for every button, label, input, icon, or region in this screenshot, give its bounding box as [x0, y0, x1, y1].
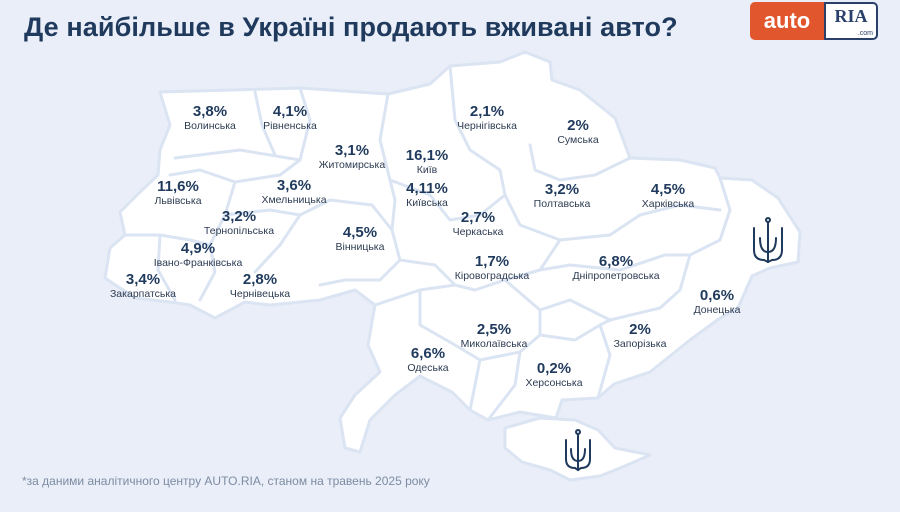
region-name: Житомирська — [318, 159, 386, 171]
region-label-kyivska: 4,11% Київська — [406, 181, 448, 209]
region-name: Кіровоградська — [454, 270, 530, 282]
region-label-ternopilska: 3,2% Тернопільська — [204, 209, 274, 237]
region-value: 3,8% — [192, 103, 228, 120]
region-value: 3,4% — [125, 271, 161, 288]
region-label-chernihivska: 2,1% Чернігівська — [457, 104, 517, 132]
region-label-kirovohradska: 1,7% Кіровоградська — [455, 254, 529, 282]
logo-auto-text: auto — [750, 2, 824, 40]
region-label-zhytomyrska: 3,1% Житомирська — [319, 143, 385, 171]
region-value: 3,2% — [544, 181, 580, 198]
region-value: 6,6% — [410, 345, 446, 362]
region-value: 1,7% — [474, 253, 510, 270]
region-label-lvivska: 11,6% Львівська — [154, 179, 201, 207]
region-label-khmelnytska: 3,6% Хмельницька — [261, 178, 326, 206]
region-value: 16,1% — [405, 147, 449, 164]
region-name: Полтавська — [533, 198, 591, 210]
logo-ria-badge: RIA .com — [824, 2, 878, 40]
region-name: Донецька — [693, 304, 741, 316]
region-value: 4,11% — [406, 180, 448, 197]
autoria-logo: auto RIA .com — [750, 2, 878, 42]
region-name: Вінницька — [335, 241, 385, 253]
region-name: Черкаська — [452, 226, 504, 238]
region-value: 3,1% — [334, 142, 370, 159]
region-name: Львівська — [154, 195, 202, 207]
region-name: Чернігівська — [457, 120, 517, 132]
region-name: Херсонська — [525, 377, 583, 389]
region-name: Чернівецька — [229, 288, 291, 300]
region-label-rivnenska: 4,1% Рівненська — [263, 104, 317, 132]
region-value: 11,6% — [157, 178, 199, 195]
region-name: Сумська — [557, 134, 599, 146]
region-name: Івано-Франківська — [153, 257, 243, 269]
region-label-kharkivska: 4,5% Харківська — [642, 182, 694, 210]
region-label-dnipropetrovska: 6,8% Дніпропетровська — [572, 254, 659, 282]
region-label-vinnytska: 4,5% Вінницька — [336, 225, 385, 253]
page-title: Де найбільше в Україні продають вживані … — [24, 12, 678, 42]
region-label-odeska: 6,6% Одеська — [407, 346, 448, 374]
region-label-mykolaivska: 2,5% Миколаївська — [461, 322, 528, 350]
region-label-zaporizka: 2% Запорізька — [614, 322, 667, 350]
region-name: Миколаївська — [460, 338, 528, 350]
region-label-chernivetska: 2,8% Чернівецька — [230, 272, 290, 300]
region-label-volynska: 3,8% Волинська — [184, 104, 236, 132]
region-name: Запорізька — [613, 338, 667, 350]
region-name: Харківська — [641, 198, 695, 210]
region-value: 0,6% — [699, 287, 735, 304]
region-label-kyiv: 16,1% Київ — [406, 148, 449, 176]
region-value: 3,2% — [221, 208, 257, 225]
map-outline — [103, 50, 802, 454]
trident-icon — [565, 429, 591, 472]
region-label-poltavska: 3,2% Полтавська — [534, 182, 591, 210]
region-value: 2,5% — [476, 321, 512, 338]
region-name: Волинська — [184, 120, 236, 132]
region-value: 6,8% — [598, 253, 634, 270]
region-value: 2% — [629, 321, 651, 338]
region-value: 4,5% — [650, 181, 686, 198]
region-label-sumska: 2% Сумська — [557, 118, 598, 146]
region-borders — [123, 64, 732, 422]
region-name: Тернопільська — [203, 225, 275, 237]
logo-domain-text: .com — [857, 30, 873, 37]
trident-icon — [753, 217, 783, 264]
region-value: 3,6% — [276, 177, 312, 194]
region-label-khersonska: 0,2% Херсонська — [525, 361, 582, 389]
region-value: 2,8% — [242, 271, 278, 288]
region-name: Київ — [416, 164, 438, 176]
region-name: Одеська — [407, 362, 449, 374]
logo-ria-text: RIA — [834, 6, 868, 26]
region-label-zakarpatska: 3,4% Закарпатська — [110, 272, 176, 300]
region-value: 0,2% — [536, 360, 572, 377]
region-value: 4,1% — [272, 103, 308, 120]
footnote: *за даними аналітичного центру AUTO.RIA,… — [22, 474, 430, 488]
region-value: 2,1% — [469, 103, 505, 120]
region-value: 2% — [567, 117, 589, 134]
region-name: Закарпатська — [109, 288, 177, 300]
region-value: 4,9% — [180, 240, 216, 257]
region-name: Київська — [406, 197, 448, 209]
region-name: Рівненська — [263, 120, 317, 132]
region-label-ivano-frankivska: 4,9% Івано-Франківська — [154, 241, 243, 269]
region-name: Дніпропетровська — [572, 270, 660, 282]
region-label-donetska: 0,6% Донецька — [694, 288, 741, 316]
region-value: 2,7% — [460, 209, 496, 226]
region-label-cherkaska: 2,7% Черкаська — [453, 210, 504, 238]
region-value: 4,5% — [342, 224, 378, 241]
region-name: Хмельницька — [261, 194, 327, 206]
